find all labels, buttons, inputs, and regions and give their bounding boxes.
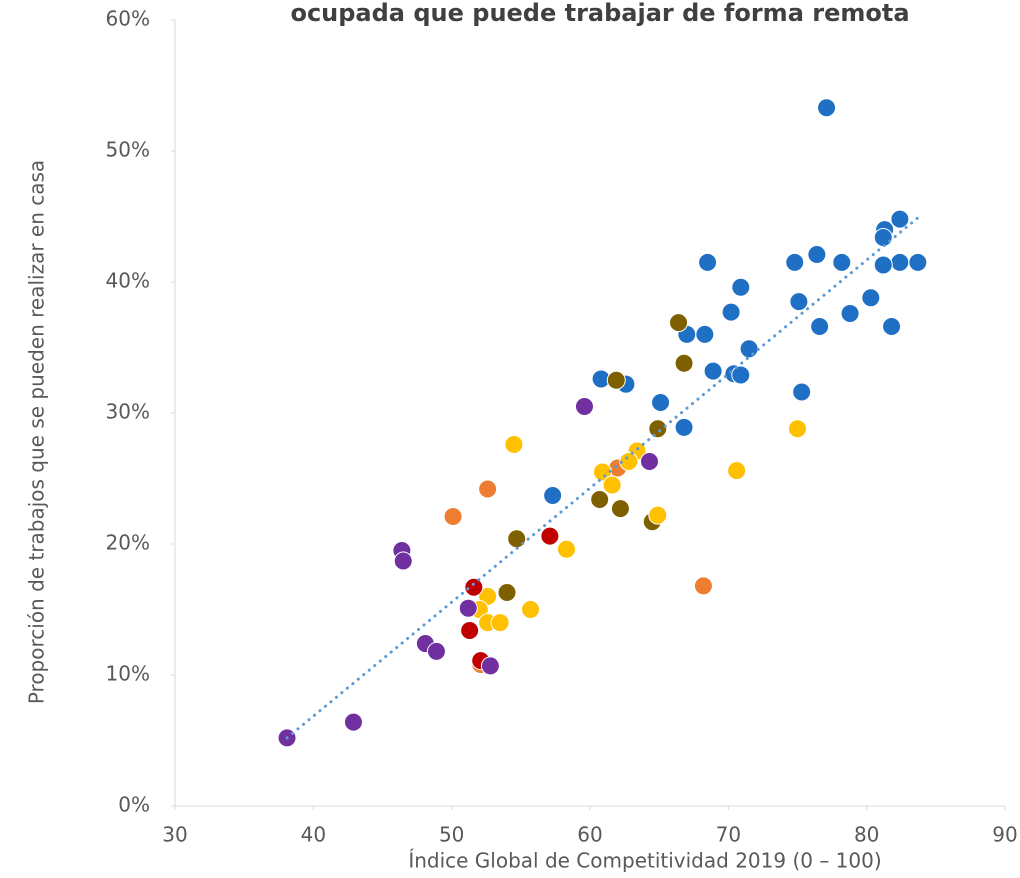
scatter-point (574, 396, 594, 416)
scatter-point (540, 526, 560, 546)
chart-title: ocupada que puede trabajar de forma remo… (290, 0, 909, 27)
scatter-point (731, 277, 751, 297)
scatter-point (890, 252, 910, 272)
scatter-point (648, 419, 668, 439)
y-axis-label: Proporción de trabajos que se pueden rea… (25, 160, 49, 704)
scatter-point (343, 712, 363, 732)
scatter-point (731, 365, 751, 385)
scatter-point (890, 209, 910, 229)
scatter-point (590, 489, 610, 509)
scatter-point (698, 252, 718, 272)
scatter-point (727, 461, 747, 481)
y-tick-label: 40% (106, 269, 150, 293)
scatter-point (556, 539, 576, 559)
scatter-point (460, 620, 480, 640)
scatter-point (674, 417, 694, 437)
x-axis-label: Índice Global de Competitividad 2019 (0 … (408, 849, 881, 873)
scatter-point (873, 227, 893, 247)
y-tick-label: 60% (106, 7, 150, 31)
scatter-point (648, 505, 668, 525)
scatter-point (840, 303, 860, 323)
scatter-point (504, 434, 524, 454)
scatter-point (832, 252, 852, 272)
x-tick-label: 50 (439, 823, 464, 847)
scatter-point (703, 361, 723, 381)
scatter-point (674, 353, 694, 373)
scatter-point (480, 656, 500, 676)
scatter-point (639, 451, 659, 471)
x-tick-label: 70 (716, 823, 741, 847)
y-tick-label: 30% (106, 400, 150, 424)
scatter-point (521, 600, 541, 619)
scatter-point (393, 551, 413, 571)
x-tick-label: 60 (577, 823, 602, 847)
scatter-point (695, 324, 715, 344)
scatter-point (490, 613, 510, 633)
scatter-point (792, 382, 812, 402)
scatter-point (606, 370, 626, 390)
scatter-point (443, 506, 463, 526)
scatter-point (810, 317, 830, 337)
scatter-point (882, 317, 902, 337)
scatter-point (721, 302, 741, 322)
x-tick-label: 90 (992, 823, 1017, 847)
scatter-point (817, 98, 837, 118)
scatter-point (543, 486, 563, 506)
x-tick-label: 80 (854, 823, 879, 847)
scatter-point (908, 252, 928, 272)
y-tick-label: 10% (106, 662, 150, 686)
scatter-point (651, 393, 671, 413)
scatter-point (788, 419, 807, 439)
scatter-point (619, 451, 639, 471)
x-tick-label: 30 (162, 823, 187, 847)
y-tick-label: 20% (106, 531, 150, 555)
scatter-point (669, 313, 689, 333)
scatter-point (785, 252, 805, 272)
scatter-point (861, 288, 881, 308)
scatter-point (610, 499, 630, 519)
scatter-point (807, 244, 827, 264)
scatter-point (739, 339, 759, 359)
scatter-point (789, 292, 809, 312)
scatter-point (458, 598, 478, 618)
scatter-point (497, 582, 517, 602)
scatter-point (478, 479, 498, 499)
trendline (285, 216, 920, 740)
scatter-point (426, 641, 446, 661)
scatter-point (602, 475, 622, 495)
y-tick-label: 50% (106, 138, 150, 162)
scatter-point (464, 577, 484, 597)
y-tick-label: 0% (118, 793, 150, 817)
scatter-point (693, 576, 713, 596)
x-tick-label: 40 (301, 823, 326, 847)
scatter-point (873, 255, 893, 275)
